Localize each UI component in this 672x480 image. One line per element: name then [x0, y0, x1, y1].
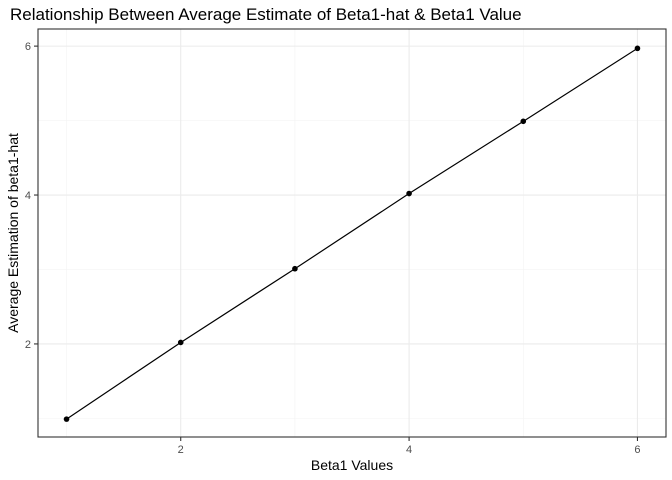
x-tick-label: 4: [406, 444, 412, 456]
major-gridlines: [38, 29, 666, 437]
chart-title: Relationship Between Average Estimate of…: [10, 5, 522, 24]
y-tick-label: 4: [25, 190, 31, 202]
data-point: [63, 416, 70, 422]
minor-gridlines: [38, 29, 666, 437]
x-tick-label: 6: [634, 444, 640, 456]
data-series: [63, 45, 641, 422]
y-axis-label: Average Estimation of beta1-hat: [5, 133, 21, 333]
y-tick-label: 6: [25, 41, 31, 53]
data-point: [406, 190, 412, 197]
x-tick-label: 2: [178, 444, 184, 456]
data-point: [634, 45, 641, 52]
x-axis: 2 4 6: [178, 437, 641, 456]
data-point: [520, 118, 527, 125]
data-point: [292, 265, 298, 272]
series-line: [66, 47, 638, 420]
data-point: [177, 339, 184, 346]
plot-panel: [37, 28, 667, 438]
y-axis: 2 4 6: [25, 41, 38, 351]
y-tick-label: 2: [25, 339, 31, 351]
x-axis-label: Beta1 Values: [311, 457, 393, 473]
